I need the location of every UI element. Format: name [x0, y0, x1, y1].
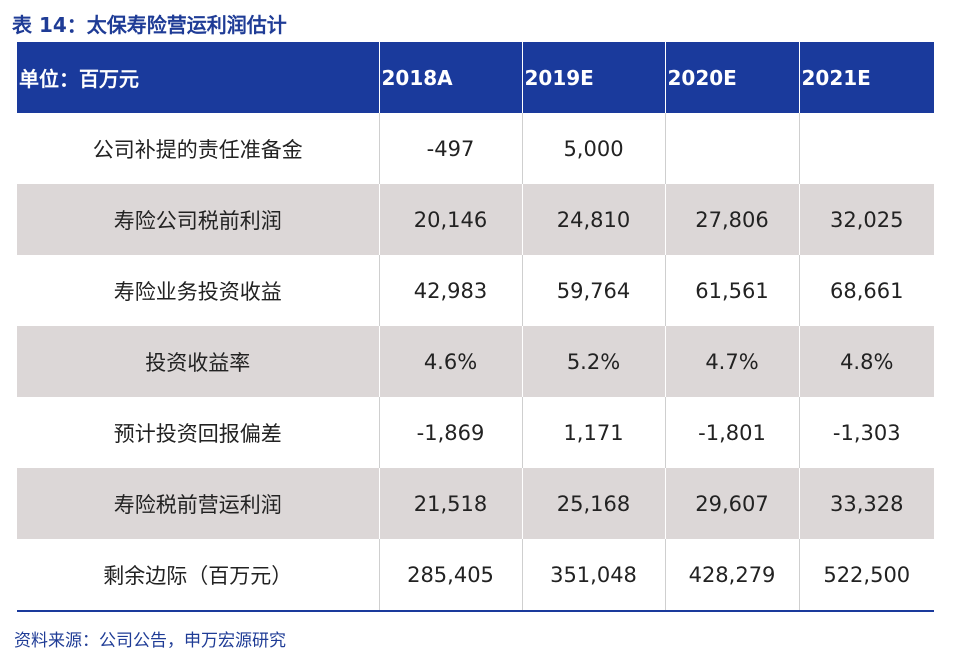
cell-2019e: 5,000 [522, 113, 666, 184]
cell-2018a: -1,869 [379, 397, 523, 468]
cell-2018a: 4.6% [379, 326, 523, 397]
row-label: 寿险公司税前利润 [17, 184, 380, 255]
cell-2020e: -1,801 [665, 397, 800, 468]
cell-2021e: -1,303 [799, 397, 934, 468]
header-2020e: 2020E [665, 42, 800, 113]
table-row: 寿险业务投资收益 42,983 59,764 61,561 68,661 [17, 255, 934, 326]
profit-estimate-table-container: 单位：百万元 2018A 2019E 2020E 2021E 公司补提的责任准备… [17, 42, 934, 612]
source-note: 资料来源：公司公告，申万宏源研究 [14, 631, 286, 651]
cell-2021e: 32,025 [799, 184, 934, 255]
header-2021e: 2021E [799, 42, 934, 113]
cell-2019e: 59,764 [522, 255, 666, 326]
cell-2021e: 33,328 [799, 468, 934, 539]
table-row: 预计投资回报偏差 -1,869 1,171 -1,801 -1,303 [17, 397, 934, 468]
cell-2020e [665, 113, 800, 184]
cell-2020e: 29,607 [665, 468, 800, 539]
header-2019e: 2019E [522, 42, 666, 113]
cell-2019e: 25,168 [522, 468, 666, 539]
cell-2021e: 522,500 [799, 539, 934, 612]
cell-2021e: 68,661 [799, 255, 934, 326]
cell-2019e: 351,048 [522, 539, 666, 612]
table-row: 投资收益率 4.6% 5.2% 4.7% 4.8% [17, 326, 934, 397]
cell-2020e: 61,561 [665, 255, 800, 326]
table-row: 剩余边际（百万元） 285,405 351,048 428,279 522,50… [17, 539, 934, 612]
row-label: 投资收益率 [17, 326, 380, 397]
cell-2019e: 5.2% [522, 326, 666, 397]
cell-2018a: 285,405 [379, 539, 523, 612]
row-label: 剩余边际（百万元） [17, 539, 380, 612]
cell-2021e: 4.8% [799, 326, 934, 397]
cell-2018a: -497 [379, 113, 523, 184]
header-2018a: 2018A [379, 42, 523, 113]
cell-2018a: 20,146 [379, 184, 523, 255]
cell-2019e: 24,810 [522, 184, 666, 255]
table-row: 寿险公司税前利润 20,146 24,810 27,806 32,025 [17, 184, 934, 255]
table-header-row: 单位：百万元 2018A 2019E 2020E 2021E [17, 42, 934, 113]
profit-estimate-table: 单位：百万元 2018A 2019E 2020E 2021E 公司补提的责任准备… [17, 42, 934, 612]
cell-2020e: 428,279 [665, 539, 800, 612]
row-label: 公司补提的责任准备金 [17, 113, 380, 184]
cell-2019e: 1,171 [522, 397, 666, 468]
row-label: 预计投资回报偏差 [17, 397, 380, 468]
cell-2020e: 27,806 [665, 184, 800, 255]
cell-2018a: 21,518 [379, 468, 523, 539]
header-unit: 单位：百万元 [17, 42, 380, 113]
row-label: 寿险业务投资收益 [17, 255, 380, 326]
table-row: 寿险税前营运利润 21,518 25,168 29,607 33,328 [17, 468, 934, 539]
cell-2020e: 4.7% [665, 326, 800, 397]
cell-2021e [799, 113, 934, 184]
table-title: 表 14：太保寿险营运利润估计 [12, 13, 287, 37]
cell-2018a: 42,983 [379, 255, 523, 326]
row-label: 寿险税前营运利润 [17, 468, 380, 539]
table-row: 公司补提的责任准备金 -497 5,000 [17, 113, 934, 184]
